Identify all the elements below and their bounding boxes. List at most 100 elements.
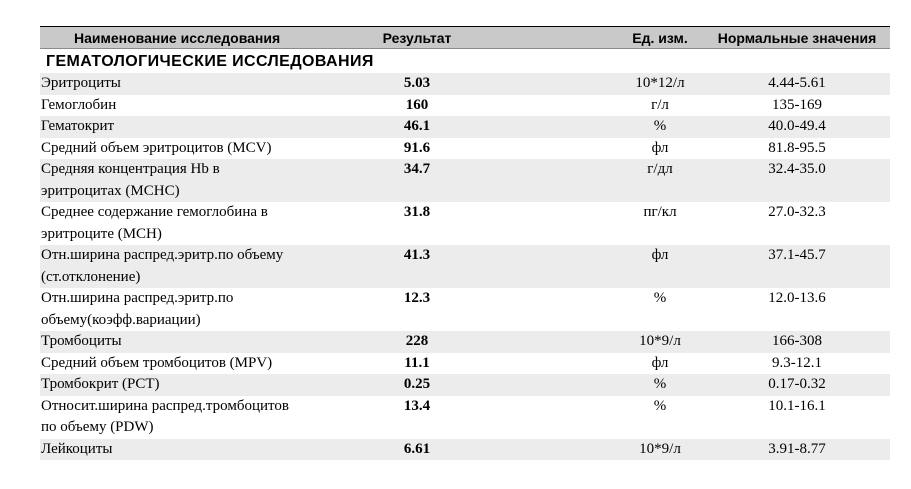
test-norm: 166-308 [772, 333, 822, 349]
test-norm: 0.17-0.32 [768, 376, 826, 392]
table-row: Относит.ширина распред.тромбоцитов по объ… [40, 396, 890, 439]
test-name-line1: Тромбоциты [41, 333, 122, 349]
test-unit-cell: фл [454, 353, 704, 375]
test-result: 0.25 [403, 376, 431, 392]
test-unit: 10*9/л [639, 333, 681, 349]
header-norm: Нормальные значения [717, 29, 877, 46]
test-norm: 37.1-45.7 [768, 247, 826, 263]
table-row: Среднее содержание гемоглобина в эритроци… [40, 202, 890, 245]
test-name-line1: Средний объем тромбоцитов (MPV) [41, 354, 273, 371]
header-unit-cell: Ед. изм. [454, 30, 704, 46]
table-row: Гемоглобин 160 г/л 135-169 [40, 95, 890, 117]
header-result: Результат [382, 29, 452, 46]
section-title: ГЕМАТОЛОГИЧЕСКИЕ ИССЛЕДОВАНИЯ [46, 53, 374, 70]
test-unit: г/дл [647, 161, 673, 177]
test-norm: 40.0-49.4 [768, 118, 826, 134]
test-unit: 10*12/л [635, 75, 685, 91]
test-name-line1: Гематокрит [41, 118, 115, 134]
test-unit-cell: пг/кл [454, 202, 704, 245]
test-name-line1: Среднее содержание гемоглобина в [41, 204, 268, 220]
test-name-line1: Отн.ширина распред.эритр.по [41, 290, 234, 306]
test-name: Относит.ширина распред.тромбоцитов по объ… [40, 396, 380, 439]
lab-report: Наименование исследования Результат Ед. … [40, 26, 890, 460]
test-unit-cell: % [454, 288, 704, 331]
test-name-line1: Эритроциты [41, 75, 121, 91]
test-result: 91.6 [403, 139, 431, 156]
test-norm: 3.91-8.77 [768, 440, 826, 457]
test-norm: 9.3-12.1 [772, 354, 822, 371]
test-name: Средний объем эритроцитов (MCV) [40, 138, 380, 160]
test-unit: 10*9/л [639, 440, 681, 457]
test-norm: 4.44-5.61 [768, 75, 826, 91]
test-norm: 81.8-95.5 [768, 139, 826, 156]
test-name-line1: Тромбокрит (PCT) [41, 376, 160, 392]
test-name-line2: эритроцитах (MCHC) [41, 182, 180, 199]
test-norm: 27.0-32.3 [768, 204, 826, 220]
table-row: Средний объем тромбоцитов (MPV) 11.1 фл 9.3… [40, 353, 890, 375]
test-name: Эритроциты [40, 73, 380, 95]
test-unit-cell: % [454, 116, 704, 138]
test-unit-cell: 10*9/л [454, 439, 704, 461]
test-name-line2: объему(коэфф.вариации) [41, 311, 201, 328]
test-name-line1: Средняя концентрация Hb в [41, 161, 220, 177]
test-name-line1: Средний объем эритроцитов (MCV) [41, 139, 272, 156]
test-name: Лейкоциты [40, 439, 380, 461]
test-norm: 10.1-16.1 [768, 397, 826, 414]
test-unit: % [653, 376, 667, 392]
test-result: 12.3 [403, 290, 431, 306]
test-unit: пг/кл [643, 204, 677, 220]
test-result: 41.3 [403, 247, 431, 263]
test-unit-cell: фл [454, 138, 704, 160]
test-name: Гемоглобин [40, 95, 380, 117]
header-name: Наименование исследования [74, 29, 281, 46]
test-name: Средний объем тромбоцитов (MPV) [40, 353, 380, 375]
test-unit-cell: г/л [454, 95, 704, 117]
test-result: 11.1 [404, 354, 430, 371]
table-row: Средняя концентрация Hb в эритроцитах (MC… [40, 159, 890, 202]
test-norm: 32.4-35.0 [768, 161, 826, 177]
test-unit-cell: % [454, 374, 704, 396]
test-name: Отн.ширина распред.эритр.по объему(коэфф.… [40, 288, 380, 331]
test-result: 31.8 [403, 204, 431, 220]
table-row: Отн.ширина распред.эритр.по объему(коэфф.… [40, 288, 890, 331]
test-name-line1: Отн.ширина распред.эритр.по объему [41, 247, 284, 263]
test-result: 228 [405, 333, 429, 349]
test-name-line1: Относит.ширина распред.тромбоцитов [41, 397, 289, 414]
test-name-line1: Лейкоциты [41, 440, 113, 457]
table-row: Отн.ширина распред.эритр.по объему (ст.от… [40, 245, 890, 288]
test-unit: фл [651, 354, 669, 371]
results-table-body: Эритроциты 5.03 10*12/л 4.44-5.61 Гемоглобин… [40, 73, 890, 460]
test-unit: фл [651, 247, 669, 263]
test-result: 5.03 [403, 75, 431, 91]
test-name: Гематокрит [40, 116, 380, 138]
test-name: Средняя концентрация Hb в эритроцитах (MC… [40, 159, 380, 202]
test-unit-cell: фл [454, 245, 704, 288]
table-header: Наименование исследования Результат Ед. … [40, 26, 890, 49]
test-name-line1: Гемоглобин [41, 96, 117, 113]
test-result: 160 [405, 96, 429, 113]
test-unit: г/л [651, 96, 669, 113]
test-norm: 135-169 [772, 96, 822, 113]
test-result: 34.7 [403, 161, 431, 177]
table-row: Лейкоциты 6.61 10*9/л 3.91-8.77 [40, 438, 890, 461]
test-unit-cell: 10*12/л [454, 73, 704, 95]
table-row: Средний объем эритроцитов (MCV) 91.6 фл 81.… [40, 138, 890, 160]
test-name: Тромбокрит (PCT) [40, 374, 380, 396]
table-row: Гематокрит 46.1% 40.0-49.4 [40, 116, 890, 138]
test-name-line2: эритроците (MCH) [41, 225, 162, 242]
test-name-line2: (ст.отклонение) [41, 268, 141, 285]
test-name: Среднее содержание гемоглобина в эритроци… [40, 202, 380, 245]
test-unit-cell: % [454, 396, 704, 439]
table-row: Тромбоциты 228 10*9/л 166-308 [40, 331, 890, 353]
test-unit: % [653, 118, 667, 134]
test-result: 46.1 [403, 118, 431, 134]
test-name: Отн.ширина распред.эритр.по объему (ст.от… [40, 245, 380, 288]
test-unit-cell: 10*9/л [454, 331, 704, 353]
table-row: Эритроциты 5.03 10*12/л 4.44-5.61 [40, 73, 890, 95]
test-unit: фл [651, 139, 669, 156]
test-result: 13.4 [403, 397, 431, 414]
test-norm: 12.0-13.6 [768, 290, 826, 306]
table-row: Тромбокрит (PCT) 0.25% 0.17-0.32 [40, 374, 890, 396]
test-unit: % [653, 397, 667, 414]
test-unit: % [653, 290, 667, 306]
